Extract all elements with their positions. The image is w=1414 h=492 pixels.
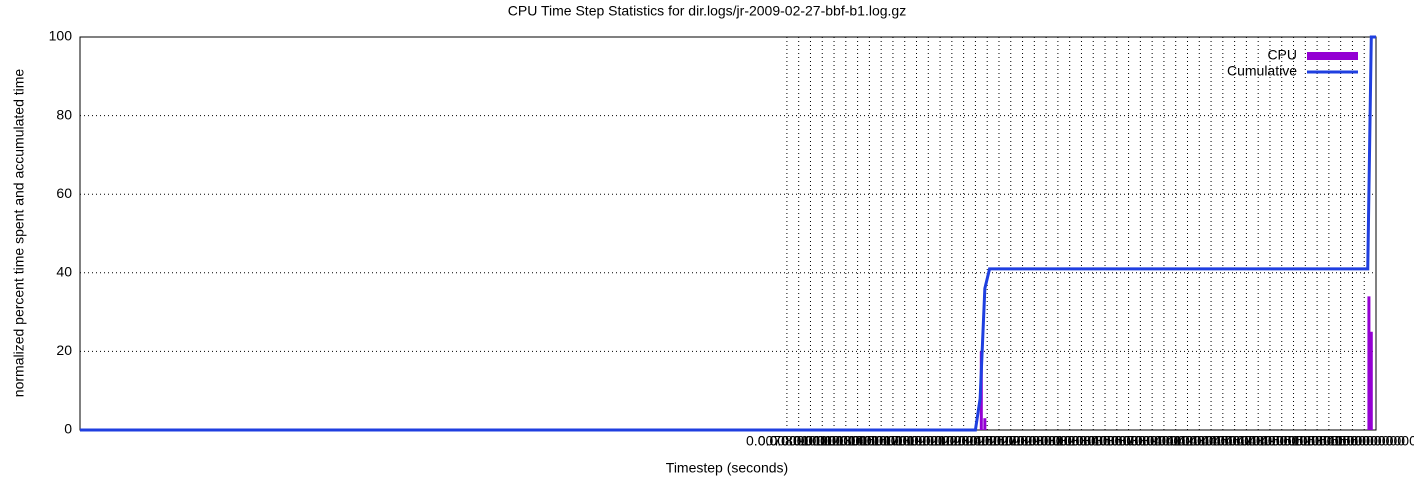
legend-label: CPU — [1267, 47, 1297, 63]
x-tick-label: 0.046000000 — [1206, 433, 1288, 449]
x-tick-label: 0.048000000 — [1229, 433, 1311, 449]
x-tick-label: 0.047000000 — [1217, 433, 1299, 449]
x-tick-label: 0.027000000 — [982, 433, 1064, 449]
y-tick-label: 60 — [56, 185, 72, 201]
x-tick-label: 0.017000000 — [864, 433, 946, 449]
x-tick-label: 0.015000000 — [840, 433, 922, 449]
x-tick-label: 0.026000000 — [970, 433, 1052, 449]
chart-title: CPU Time Step Statistics for dir.logs/jr… — [508, 3, 906, 19]
x-tick-label: 0.009000000 — [770, 433, 852, 449]
x-tick-label: 0.054000000 — [1300, 433, 1382, 449]
y-tick-label: 100 — [49, 28, 73, 44]
x-tick-label: 0.018000000 — [876, 433, 958, 449]
x-tick-label: 0.025000000 — [958, 433, 1040, 449]
x-tick-label: 0.032000000 — [1041, 433, 1123, 449]
x-tick-label: 0.030000000 — [1017, 433, 1099, 449]
x-tick-label: 0.038000000 — [1111, 433, 1193, 449]
x-tick-label: 0.044000000 — [1182, 433, 1264, 449]
x-tick-label: 0.049000000 — [1241, 433, 1323, 449]
x-tick-label: 0.019000000 — [887, 433, 969, 449]
x-tick-label: 0.039000000 — [1123, 433, 1205, 449]
x-tick-label: 0.020000000 — [899, 433, 981, 449]
x-tick-label: 0.042000000 — [1158, 433, 1240, 449]
x-tick-label: 0.036000000 — [1088, 433, 1170, 449]
y-tick-label: 0 — [64, 421, 72, 437]
x-tick-label: 0.011000000 — [794, 433, 875, 449]
x-tick-label: 0.010000000 — [781, 433, 863, 449]
x-tick-label: 0.021000000 — [911, 433, 993, 449]
x-tick-label: 0.041000000 — [1147, 433, 1229, 449]
x-tick-label: 0.037000000 — [1099, 433, 1181, 449]
y-axis-label: normalized percent time spent and accumu… — [11, 69, 27, 398]
x-tick-label: 0.012000000 — [805, 433, 887, 449]
x-tick-label: 0.056000000 — [1323, 433, 1405, 449]
y-tick-label: 40 — [56, 264, 72, 280]
x-tick-label: 0.022000000 — [923, 433, 1005, 449]
cumulative-line — [80, 35, 1376, 432]
x-tick-label: 0.033000000 — [1052, 433, 1134, 449]
x-axis-label: Timestep (seconds) — [666, 460, 788, 476]
x-tick-label: 0.016000000 — [852, 433, 934, 449]
plot-border — [79, 36, 1377, 431]
x-tick-label: 0.014000000 — [828, 433, 910, 449]
y-tick-label: 80 — [56, 106, 72, 122]
x-tick-label: 0.040000000 — [1135, 433, 1217, 449]
x-tick-label: 0.053000000 — [1288, 433, 1370, 449]
x-tick-label: 0.013000000 — [817, 433, 899, 449]
x-tick-label: 0.023000000 — [935, 433, 1017, 449]
x-tick-label: 0.024000000 — [946, 433, 1028, 449]
legend-swatch — [1307, 52, 1358, 60]
x-tick-label: 0.007000000 — [746, 433, 828, 449]
x-tick-label: 1.000000000 — [1335, 433, 1414, 449]
x-tick-label: 0.031000000 — [1029, 433, 1111, 449]
x-tick-label: 0.052000000 — [1276, 433, 1358, 449]
x-tick-label: 0.034000000 — [1064, 433, 1146, 449]
x-tick-label: 0.035000000 — [1076, 433, 1158, 449]
x-tick-label: 0.051000000 — [1264, 433, 1346, 449]
x-tick-label: 0.050000000 — [1253, 433, 1335, 449]
y-tick-label: 20 — [56, 342, 72, 358]
x-tick-label: 0.008000000 — [758, 433, 840, 449]
x-tick-label: 0.043000000 — [1170, 433, 1252, 449]
legend-label: Cumulative — [1227, 63, 1297, 79]
x-tick-label: 0.028000000 — [993, 433, 1075, 449]
x-tick-label: 0.055000000 — [1312, 433, 1394, 449]
x-tick-label: 0.045000000 — [1194, 433, 1276, 449]
x-tick-label: 0.029000000 — [1005, 433, 1087, 449]
